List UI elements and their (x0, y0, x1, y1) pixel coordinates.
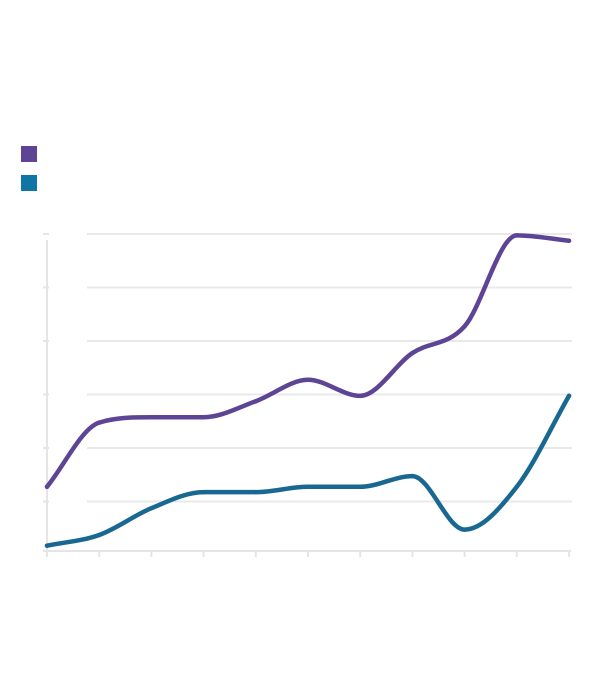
legend-swatch-series-2 (21, 175, 37, 191)
series-2-point-3 (201, 489, 206, 495)
series-1-point-1 (97, 420, 102, 425)
series-2-point-7 (410, 473, 415, 479)
series-2-point-1 (97, 532, 102, 538)
series-1-point-4 (253, 399, 258, 404)
series-2-point-6 (358, 484, 363, 489)
series-2-point-5 (305, 484, 311, 489)
series-1-point-2 (149, 415, 154, 420)
series-1-point-7 (410, 350, 415, 356)
series-2-point-2 (149, 506, 154, 511)
series-2-point-4 (253, 489, 258, 495)
legend-swatch-series-1 (21, 146, 37, 162)
series-1-point-0 (44, 484, 50, 489)
series-2-point-10 (566, 393, 572, 399)
series-2-point-9 (514, 484, 519, 489)
series-1-point-9 (514, 233, 519, 238)
series-2-point-0 (44, 543, 50, 548)
series-2-line (44, 393, 572, 548)
series-2-point-8 (462, 527, 467, 532)
series-1-point-6 (358, 393, 363, 399)
series-1-point-3 (201, 415, 206, 420)
series-1-point-5 (305, 377, 311, 382)
series-1-point-10 (566, 238, 572, 243)
series-1-line (44, 233, 572, 490)
series-1-point-8 (462, 324, 467, 329)
